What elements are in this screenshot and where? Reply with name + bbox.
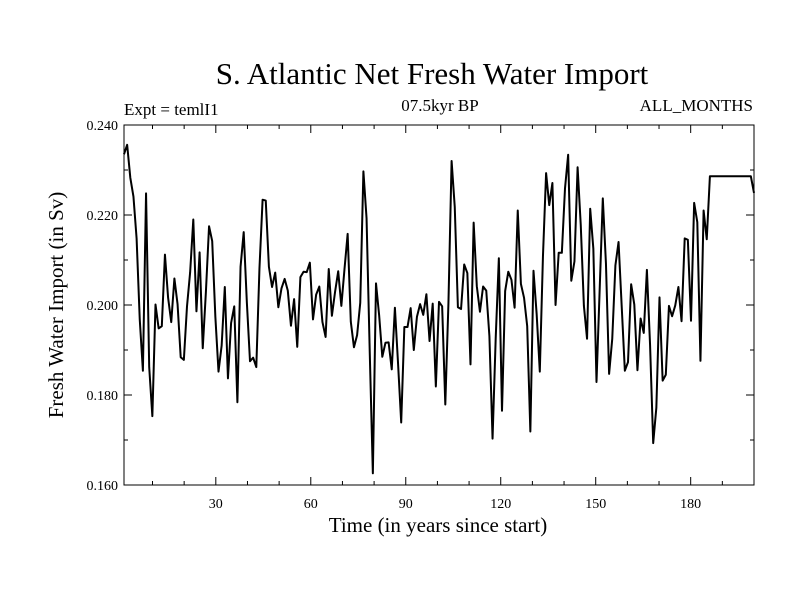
series-line [123,143,755,475]
y-tick-label: 0.200 [87,299,119,314]
y-tick-label: 0.180 [87,389,119,404]
y-axis: 0.160 0.180 0.200 0.220 0.240 [87,119,754,494]
experiment-label: Expt = temlI1 [124,100,219,119]
x-tick-label: 150 [585,497,606,512]
x-tick-label: 180 [680,497,701,512]
x-tick-label: 30 [209,497,223,512]
period-label: 07.5kyr BP [401,96,478,115]
y-tick-label: 0.240 [87,119,119,134]
y-tick-label: 0.160 [87,479,119,494]
chart-title: S. Atlantic Net Fresh Water Import [216,56,649,91]
y-axis-label: Fresh Water Import (in Sv) [44,192,68,419]
x-tick-label: 60 [304,497,318,512]
x-axis: 30 60 90 120 150 180 [151,125,723,512]
y-tick-label: 0.220 [87,209,119,224]
x-tick-label: 90 [399,497,413,512]
months-label: ALL_MONTHS [640,96,753,115]
x-tick-label: 120 [490,497,511,512]
x-axis-label: Time (in years since start) [329,513,548,537]
